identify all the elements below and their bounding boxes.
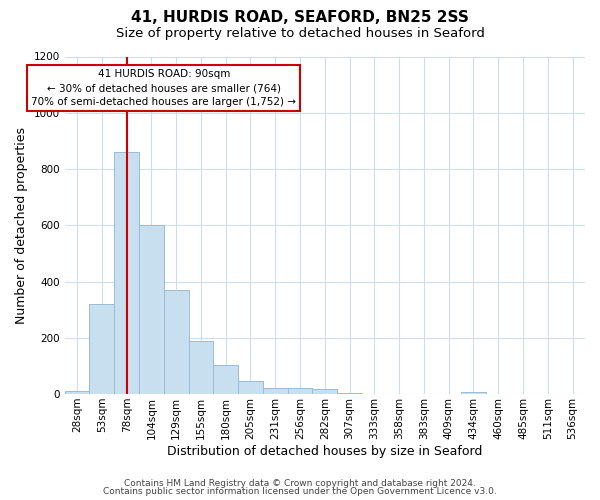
Bar	[214, 364, 238, 394]
Y-axis label: Number of detached properties: Number of detached properties	[15, 127, 28, 324]
Bar	[89, 304, 114, 394]
Text: Size of property relative to detached houses in Seaford: Size of property relative to detached ho…	[116, 28, 484, 40]
Bar	[313, 389, 337, 394]
Text: Contains public sector information licensed under the Open Government Licence v3: Contains public sector information licen…	[103, 488, 497, 496]
Bar	[287, 388, 313, 394]
Text: Contains HM Land Registry data © Crown copyright and database right 2024.: Contains HM Land Registry data © Crown c…	[124, 478, 476, 488]
Bar	[114, 152, 139, 394]
Bar	[65, 391, 89, 394]
Bar	[164, 290, 188, 394]
Bar	[238, 381, 263, 394]
Bar	[139, 226, 164, 394]
Text: 41 HURDIS ROAD: 90sqm
← 30% of detached houses are smaller (764)
70% of semi-det: 41 HURDIS ROAD: 90sqm ← 30% of detached …	[31, 69, 296, 107]
X-axis label: Distribution of detached houses by size in Seaford: Distribution of detached houses by size …	[167, 444, 482, 458]
Text: 41, HURDIS ROAD, SEAFORD, BN25 2SS: 41, HURDIS ROAD, SEAFORD, BN25 2SS	[131, 10, 469, 25]
Bar	[263, 388, 287, 394]
Bar	[188, 341, 214, 394]
Bar	[461, 392, 486, 394]
